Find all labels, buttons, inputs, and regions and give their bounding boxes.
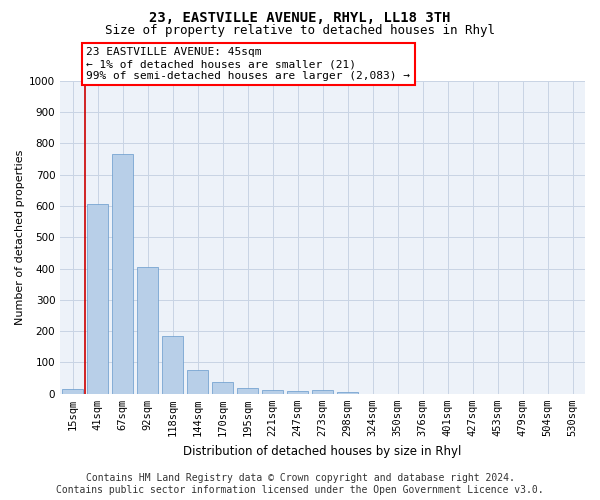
Bar — [62, 389, 83, 394]
Text: 23, EASTVILLE AVENUE, RHYL, LL18 3TH: 23, EASTVILLE AVENUE, RHYL, LL18 3TH — [149, 11, 451, 25]
Text: Contains HM Land Registry data © Crown copyright and database right 2024.
Contai: Contains HM Land Registry data © Crown c… — [56, 474, 544, 495]
Y-axis label: Number of detached properties: Number of detached properties — [15, 150, 25, 325]
Bar — [262, 390, 283, 394]
Bar — [287, 390, 308, 394]
Text: Size of property relative to detached houses in Rhyl: Size of property relative to detached ho… — [105, 24, 495, 37]
Bar — [212, 382, 233, 394]
Bar — [87, 204, 108, 394]
Bar — [337, 392, 358, 394]
Bar — [162, 336, 183, 394]
Bar — [312, 390, 333, 394]
Bar — [112, 154, 133, 394]
Text: 23 EASTVILLE AVENUE: 45sqm
← 1% of detached houses are smaller (21)
99% of semi-: 23 EASTVILLE AVENUE: 45sqm ← 1% of detac… — [86, 48, 410, 80]
Bar — [137, 267, 158, 394]
X-axis label: Distribution of detached houses by size in Rhyl: Distribution of detached houses by size … — [184, 444, 462, 458]
Bar — [237, 388, 258, 394]
Bar — [187, 370, 208, 394]
